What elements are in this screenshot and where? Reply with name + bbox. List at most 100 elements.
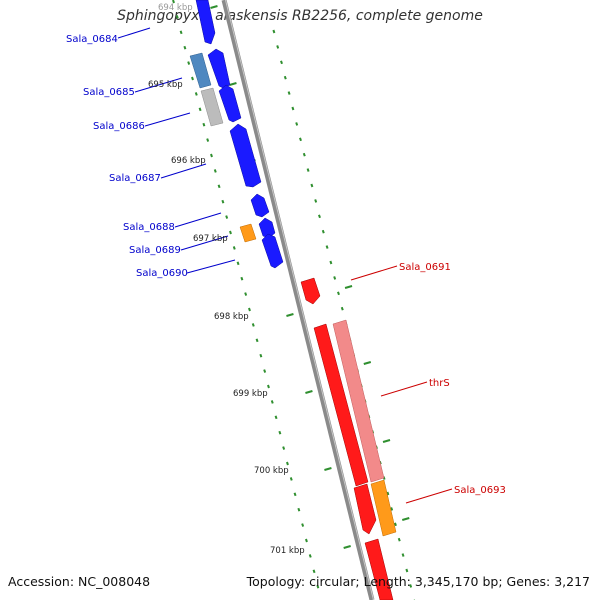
minor-tick [390,507,394,511]
major-tick [210,5,218,9]
gene-sala-0685-right[interactable] [207,48,231,89]
major-tick [229,82,237,86]
leader-sala-0689 [180,235,229,251]
minor-tick [289,477,293,481]
minor-tick [401,553,405,557]
minor-tick [183,45,187,50]
minor-tick [244,292,248,296]
minor-tick [229,230,232,235]
minor-tick [272,29,276,34]
leader-sala-0693 [405,488,453,504]
minor-tick [270,400,274,404]
major-tick [286,313,294,317]
gene-sala-0693-orange[interactable] [370,479,397,537]
gene-sala-0694[interactable] [364,538,394,600]
major-tick [324,467,332,471]
kbp-labels: 694 kbp 695 kbp 696 kbp 697 kbp 698 kbp … [148,3,305,556]
minor-tick [337,291,340,296]
leader-sala-0684 [117,27,151,39]
kbp-label: 697 kbp [193,234,228,244]
minor-tick [282,446,286,450]
minor-tick [179,30,183,35]
minor-tick [409,584,413,588]
minor-tick [340,306,344,311]
gene-label-sala-0687[interactable]: Sala_0687 [109,173,161,184]
minor-tick [175,15,179,19]
major-tick [305,390,313,394]
minor-tick [316,584,320,589]
gene-thrs-light[interactable] [332,319,385,483]
minor-tick [248,307,251,312]
minor-tick [333,276,337,280]
accession-text: Accession: NC_008048 [8,574,151,589]
gene-sala-0684[interactable] [195,0,216,45]
gene-label-sala-0688[interactable]: Sala_0688 [123,222,175,233]
minor-tick [283,75,287,80]
minor-tick [255,338,259,343]
minor-tick [232,246,236,250]
minor-tick [278,430,282,435]
gene-label-sala-0691[interactable]: Sala_0691 [399,262,451,273]
genome-summary-text: Topology: circular; Length: 3,345,170 bp… [246,574,590,589]
minor-tick [259,353,263,358]
gene-sala-0688[interactable] [250,193,270,218]
minor-tick [321,229,325,234]
gene-sala-0689[interactable] [258,217,276,239]
gene-label-sala-0693[interactable]: Sala_0693 [454,485,506,496]
minor-tick [210,153,213,158]
gene-sala-0686-left[interactable] [200,87,224,127]
minor-tick [302,152,306,157]
kbp-label: 694 kbp [158,3,193,13]
minor-tick [225,215,229,219]
major-tick [382,439,391,443]
minor-tick [394,522,397,527]
minor-tick [386,491,390,496]
minor-tick [202,122,206,127]
minor-tick [240,276,244,281]
major-tick [401,517,410,521]
minor-tick [187,61,191,65]
minor-tick [295,122,299,126]
minor-tick [206,138,210,142]
minor-tick [263,369,267,373]
minor-tick [293,492,297,497]
gene-label-sala-0686[interactable]: Sala_0686 [93,121,145,132]
leader-sala-0688 [174,212,222,228]
gene-sala-0690[interactable] [261,233,284,269]
minor-tick [172,0,175,4]
gene-sala-0685-left[interactable] [189,52,212,89]
minor-tick [397,537,401,542]
gene-label-sala-0684[interactable]: Sala_0684 [66,34,118,45]
gene-labels: Sala_0684 Sala_0685 Sala_0686 Sala_0687 … [66,34,506,496]
leader-sala-0686 [144,112,191,127]
minor-tick [287,91,291,95]
minor-tick [325,245,329,249]
gene-label-sala-0690[interactable]: Sala_0690 [136,268,188,279]
leader-sala-0690 [186,259,236,274]
gene-sala-0691[interactable] [300,277,321,305]
minor-tick [314,199,318,203]
minor-tick [291,106,295,111]
gene-sala-0686-right[interactable] [218,84,242,123]
minor-tick [194,92,198,96]
minor-tick [267,384,270,389]
leader-sala-0687 [160,163,207,179]
kbp-label: 695 kbp [148,80,183,90]
minor-tick [318,214,321,219]
gene-sala-0689-orange[interactable] [239,223,257,243]
minor-tick [299,137,302,142]
gene-label-sala-0689[interactable]: Sala_0689 [129,245,181,256]
minor-tick [286,461,289,466]
gene-sala-0687[interactable] [229,123,262,188]
minor-tick [305,538,308,543]
major-tick [343,545,351,549]
minor-tick [329,260,333,265]
gene-sala-0693-dark[interactable] [353,483,377,535]
gene-thrs-dark[interactable] [313,323,369,487]
minor-tick [236,261,240,266]
gene-label-thrs[interactable]: thrS [429,378,450,389]
minor-tick [276,45,280,49]
gene-label-sala-0685[interactable]: Sala_0685 [83,87,135,98]
